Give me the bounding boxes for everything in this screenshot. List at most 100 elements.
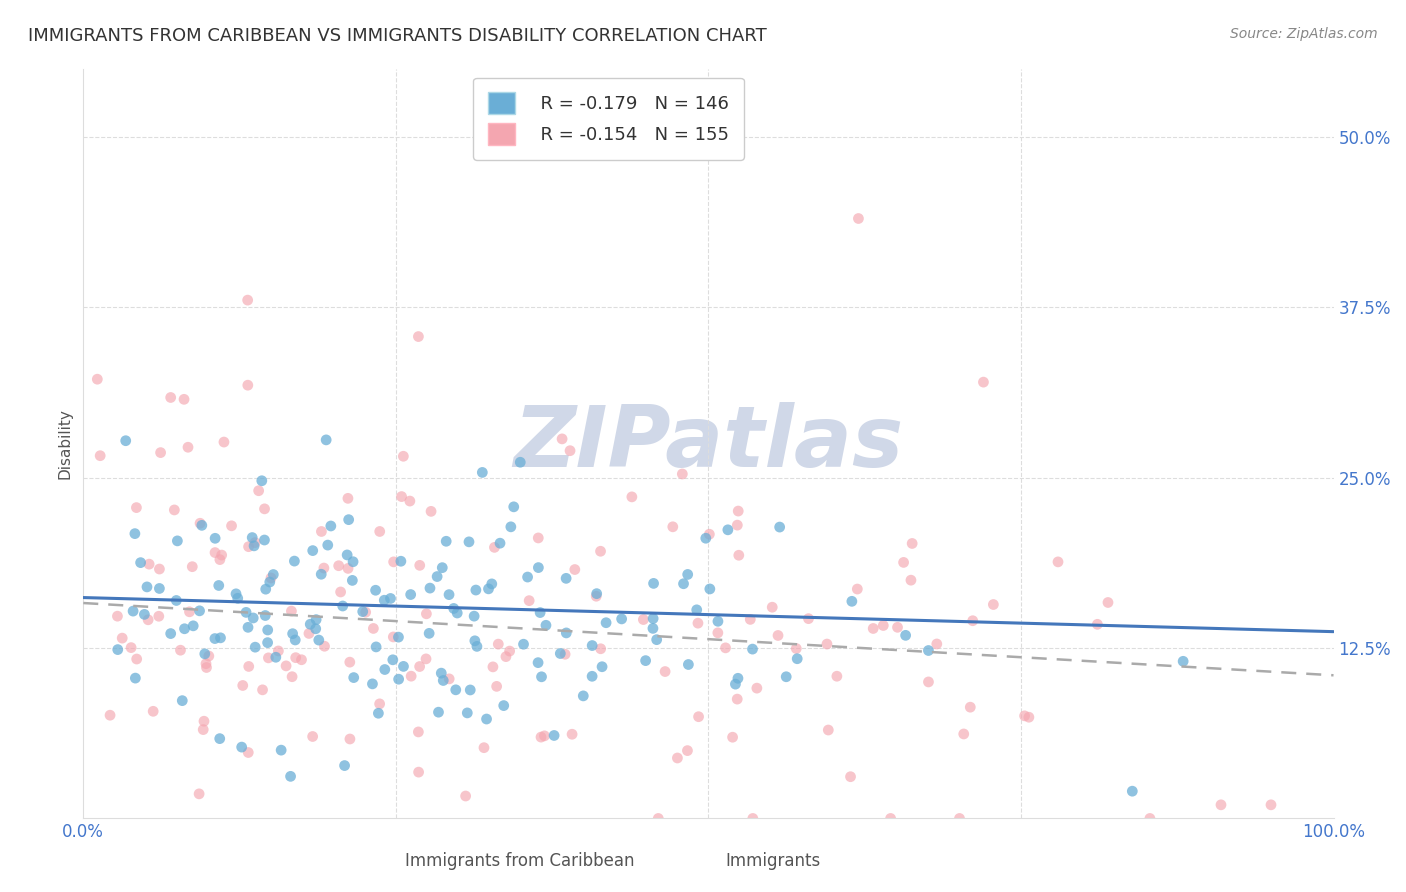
Point xyxy=(917,643,939,657)
Point xyxy=(309,567,332,582)
Point xyxy=(264,650,287,665)
Point xyxy=(983,598,1005,612)
Point xyxy=(329,585,352,599)
Point xyxy=(250,474,273,488)
Point xyxy=(242,611,264,625)
Point xyxy=(456,706,478,720)
Point xyxy=(173,392,195,407)
Point xyxy=(554,647,576,661)
Point xyxy=(245,640,267,655)
Point xyxy=(817,723,839,737)
Point xyxy=(620,490,643,504)
Point xyxy=(666,751,689,765)
Point xyxy=(181,619,204,633)
Point xyxy=(558,443,581,458)
Point xyxy=(142,704,165,718)
Point xyxy=(1139,812,1161,826)
Point xyxy=(342,555,364,569)
Point xyxy=(893,556,915,570)
Point xyxy=(495,649,517,664)
Point xyxy=(243,539,266,553)
Point xyxy=(727,504,749,518)
Point xyxy=(862,622,884,636)
Point xyxy=(238,540,260,554)
Point xyxy=(443,601,465,615)
Point xyxy=(408,725,430,739)
Point xyxy=(430,666,453,681)
Point xyxy=(280,769,302,783)
Point xyxy=(247,483,270,498)
Point xyxy=(188,516,211,531)
Point xyxy=(872,618,894,632)
Point xyxy=(879,812,901,826)
Point xyxy=(236,293,259,307)
Point xyxy=(1014,709,1036,723)
Point xyxy=(589,641,612,656)
Point xyxy=(208,578,231,592)
Point xyxy=(243,535,266,549)
Point xyxy=(354,605,377,619)
Point xyxy=(111,631,134,645)
Point xyxy=(477,582,499,596)
Point xyxy=(339,655,361,669)
Point xyxy=(581,639,603,653)
Point xyxy=(464,582,486,597)
Point xyxy=(894,628,917,642)
Point xyxy=(527,531,550,545)
Point xyxy=(714,640,737,655)
Point xyxy=(917,675,939,690)
Point xyxy=(188,787,211,801)
Point xyxy=(195,660,218,674)
Point xyxy=(221,518,243,533)
Point xyxy=(308,633,330,648)
Point xyxy=(408,329,430,343)
Point xyxy=(204,531,226,545)
Point xyxy=(226,591,249,606)
Point xyxy=(1097,595,1119,609)
Point xyxy=(741,812,763,826)
Point xyxy=(399,588,422,602)
Point xyxy=(482,660,505,674)
Point xyxy=(254,608,277,623)
Point xyxy=(86,372,108,386)
Point xyxy=(136,580,159,594)
Point xyxy=(727,548,749,562)
Text: ZIPatlas: ZIPatlas xyxy=(513,402,904,485)
Point xyxy=(815,637,838,651)
Point xyxy=(585,587,607,601)
Point xyxy=(489,536,512,550)
Point xyxy=(463,609,485,624)
Point xyxy=(235,606,257,620)
Point xyxy=(672,576,695,591)
Point xyxy=(766,628,789,642)
Point xyxy=(502,500,524,514)
Point xyxy=(388,672,411,686)
Point xyxy=(886,620,908,634)
Point xyxy=(352,605,374,619)
Point xyxy=(707,625,730,640)
Point xyxy=(786,651,808,665)
Point xyxy=(530,730,553,744)
Point xyxy=(1171,654,1194,668)
Point xyxy=(925,637,948,651)
Point xyxy=(654,665,676,679)
Point xyxy=(238,659,260,673)
Point xyxy=(148,562,170,576)
Point xyxy=(392,450,415,464)
Point xyxy=(471,466,494,480)
Point xyxy=(458,534,481,549)
Point xyxy=(188,604,211,618)
Point xyxy=(555,571,578,585)
Point xyxy=(240,531,263,545)
Point xyxy=(114,434,136,448)
Point xyxy=(645,632,668,647)
Point xyxy=(901,536,924,550)
Point xyxy=(120,640,142,655)
Point xyxy=(305,622,328,636)
Point xyxy=(761,600,783,615)
Point xyxy=(1087,617,1109,632)
Point xyxy=(392,659,415,673)
Point xyxy=(516,570,538,584)
Point xyxy=(589,544,612,558)
Point xyxy=(159,626,181,640)
